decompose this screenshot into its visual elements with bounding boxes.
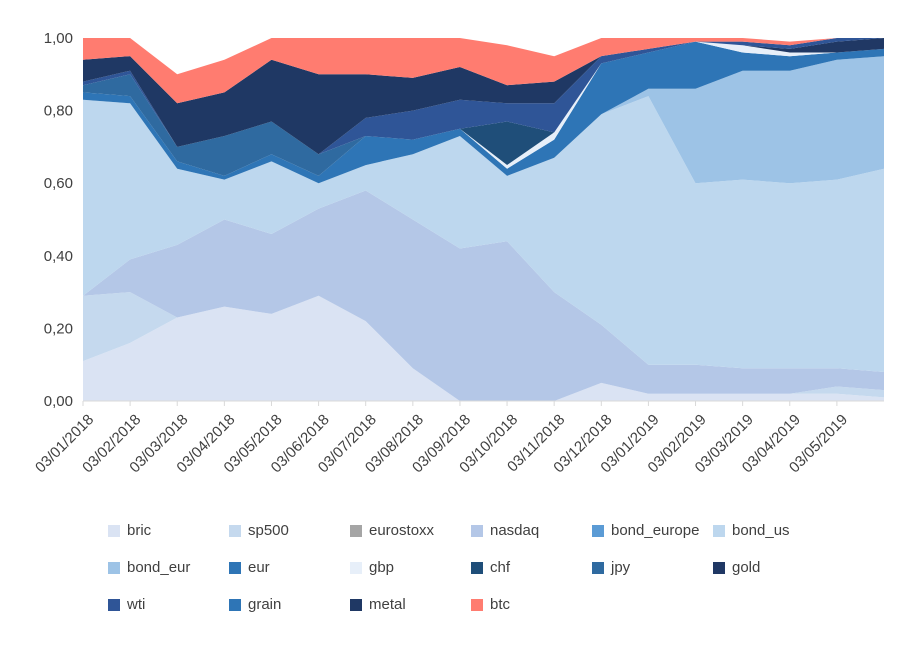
- legend-swatch: [713, 524, 725, 537]
- y-tick-label: 0,00: [44, 393, 73, 410]
- area-bond-us: [83, 96, 884, 372]
- legend-label: grain: [248, 596, 282, 613]
- legend-swatch: [350, 561, 362, 574]
- legend-label: btc: [490, 596, 511, 613]
- legend-swatch: [229, 561, 241, 574]
- legend-swatch: [229, 524, 241, 537]
- legend-label: eurostoxx: [369, 522, 435, 539]
- legend-item-gold: gold: [713, 559, 834, 576]
- area-bric: [83, 295, 884, 401]
- legend-label: nasdaq: [490, 522, 540, 539]
- legend-item-jpy: jpy: [592, 559, 713, 576]
- legend-label: bond_eur: [127, 559, 191, 576]
- legend-item-nasdaq: nasdaq: [471, 522, 592, 539]
- area-bond-eur: [83, 56, 884, 184]
- legend-label: bond_europe: [611, 522, 700, 539]
- legend-row: bric sp500 eurostoxx nasdaq bond_europe bond_…: [108, 512, 868, 549]
- legend-label: bond_us: [732, 522, 790, 539]
- legend-item-bric: bric: [108, 522, 229, 539]
- legend-label: gold: [732, 559, 761, 576]
- legend-item-sp500: sp500: [229, 522, 350, 539]
- area-metal: [83, 38, 884, 155]
- legend-swatch: [713, 561, 725, 574]
- area-gbp: [83, 41, 884, 176]
- legend-swatch: [108, 598, 120, 611]
- legend-label: gbp: [369, 559, 395, 576]
- legend-swatch: [471, 598, 483, 611]
- legend-swatch: [108, 524, 120, 537]
- legend-item-metal: metal: [350, 596, 471, 613]
- legend-label: sp500: [248, 522, 289, 539]
- area-nasdaq: [83, 190, 884, 401]
- legend: bric sp500 eurostoxx nasdaq bond_europe bond_…: [108, 512, 868, 623]
- legend-item-btc: btc: [471, 596, 592, 613]
- legend-label: chf: [490, 559, 511, 576]
- legend-item-bond-eur: bond_eur: [108, 559, 229, 576]
- legend-swatch: [592, 524, 604, 537]
- y-tick-label: 1,00: [44, 30, 73, 47]
- legend-item-gbp: gbp: [350, 559, 471, 576]
- legend-label: eur: [248, 559, 270, 576]
- legend-item-bond-us: bond_us: [713, 522, 834, 539]
- y-tick-label: 0,80: [44, 103, 73, 120]
- y-tick-label: 0,40: [44, 248, 73, 265]
- area-jpy: [83, 41, 884, 176]
- area-eur: [83, 41, 884, 184]
- legend-item-grain: grain: [229, 596, 350, 613]
- legend-label: bric: [127, 522, 152, 539]
- area-gold: [83, 38, 884, 155]
- legend-swatch: [471, 561, 483, 574]
- area-layer: [83, 38, 884, 401]
- legend-row: bond_eur eur gbp chf jpy gold: [108, 549, 868, 586]
- legend-item-eur: eur: [229, 559, 350, 576]
- legend-swatch: [229, 598, 241, 611]
- legend-swatch: [471, 524, 483, 537]
- legend-item-wti: wti: [108, 596, 229, 613]
- legend-item-chf: chf: [471, 559, 592, 576]
- legend-item-eurostoxx: eurostoxx: [350, 522, 471, 539]
- legend-swatch: [108, 561, 120, 574]
- y-tick-label: 0,20: [44, 320, 73, 337]
- stacked-area-chart: 0,000,200,400,600,801,0003/01/201803/02/…: [32, 30, 884, 476]
- legend-swatch: [350, 598, 362, 611]
- legend-item-bond-europe: bond_europe: [592, 522, 713, 539]
- legend-label: metal: [369, 596, 406, 613]
- legend-label: jpy: [611, 559, 631, 576]
- legend-swatch: [350, 524, 362, 537]
- legend-row: wti grain metal btc: [108, 586, 868, 623]
- y-tick-label: 0,60: [44, 175, 73, 192]
- legend-label: wti: [127, 596, 146, 613]
- area-btc: [83, 38, 884, 104]
- legend-swatch: [592, 561, 604, 574]
